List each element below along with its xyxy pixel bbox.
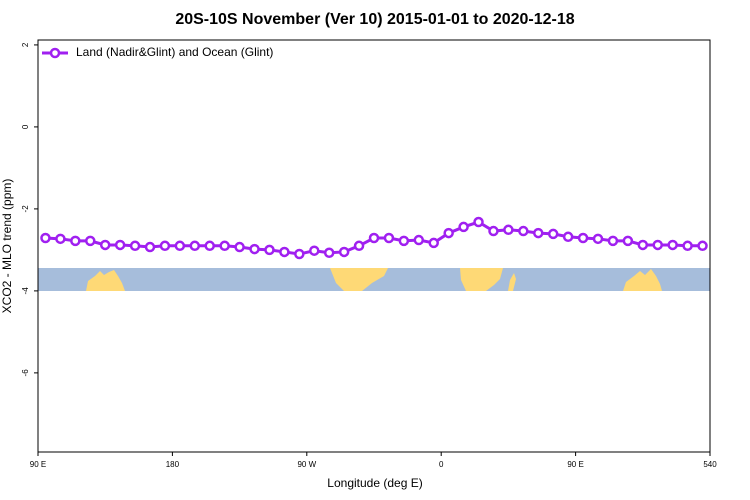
data-point — [309, 245, 320, 256]
data-point — [70, 235, 81, 247]
data-point — [129, 240, 141, 252]
data-point — [607, 235, 619, 247]
data-point — [189, 240, 201, 252]
data-point — [279, 246, 290, 258]
data-point — [443, 227, 454, 239]
data-point — [682, 240, 693, 252]
data-point — [55, 233, 66, 245]
y-tick-label: -2 — [21, 205, 30, 213]
data-point — [368, 232, 380, 244]
x-tick-label: 90 W — [297, 460, 316, 469]
data-point — [85, 235, 96, 247]
data-point — [249, 243, 260, 255]
data-point — [398, 235, 410, 247]
data-point — [264, 244, 275, 256]
x-tick-label: 90 E — [567, 460, 583, 469]
y-tick-label: -6 — [21, 369, 30, 377]
data-point — [577, 232, 589, 244]
x-tick-label: 180 — [166, 460, 180, 469]
data-point — [592, 233, 604, 245]
data-point — [114, 239, 126, 251]
y-tick-label: -4 — [21, 287, 30, 295]
x-tick-label: 0 — [439, 460, 444, 469]
legend-marker — [49, 47, 61, 59]
land-ocean-strip — [38, 268, 710, 291]
data-point — [428, 237, 439, 249]
data-point — [204, 240, 215, 252]
data-point — [219, 240, 230, 252]
data-point — [488, 225, 499, 237]
y-axis-label: XCO2 - MLO trend (ppm) — [0, 179, 14, 314]
data-point — [234, 241, 245, 253]
data-point — [697, 240, 708, 252]
data-point — [174, 240, 186, 252]
data-point — [667, 239, 678, 251]
data-point — [652, 239, 663, 251]
data-point — [622, 235, 634, 247]
data-point — [533, 227, 544, 239]
data-point — [144, 241, 156, 253]
data-point — [159, 240, 171, 252]
plot-frame — [37, 39, 711, 453]
data-point — [637, 239, 649, 251]
legend-label: Land (Nadir&Glint) and Ocean (Glint) — [76, 45, 273, 59]
data-point — [99, 239, 111, 251]
data-point — [353, 240, 365, 252]
data-point — [323, 247, 335, 259]
data-point — [562, 231, 574, 243]
y-tick-label: 0 — [21, 124, 30, 129]
data-point — [473, 216, 484, 228]
data-point — [458, 221, 469, 233]
data-point — [518, 225, 529, 237]
chart-title: 20S-10S November (Ver 10) 2015-01-01 to … — [175, 11, 574, 28]
x-axis-label: Longitude (deg E) — [327, 476, 422, 490]
data-point — [547, 228, 559, 240]
data-point — [503, 224, 514, 236]
x-tick-label: 90 E — [30, 460, 46, 469]
data-point — [413, 234, 425, 246]
y-tick-label: 2 — [21, 42, 30, 47]
data-point — [40, 232, 51, 244]
data-point — [294, 248, 305, 260]
data-point — [338, 246, 350, 258]
data-point — [383, 232, 395, 244]
x-tick-label: 540 — [703, 460, 717, 469]
